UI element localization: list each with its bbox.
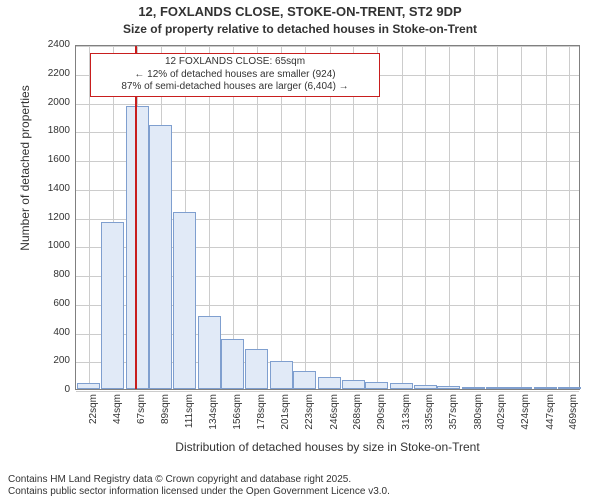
- gridline-h: [76, 46, 579, 47]
- y-axis-label: Number of detached properties: [18, 18, 32, 318]
- y-tick-label: 200: [35, 355, 70, 366]
- histogram-bar: [318, 377, 341, 389]
- x-tick-label: 246sqm: [329, 394, 340, 442]
- x-tick-label: 156sqm: [232, 394, 243, 442]
- histogram-bar: [462, 387, 485, 389]
- x-tick-label: 134sqm: [208, 394, 219, 442]
- footer-line: Contains public sector information licen…: [8, 486, 390, 498]
- y-tick-label: 1000: [35, 240, 70, 251]
- histogram-bar: [342, 380, 365, 389]
- x-tick-label: 201sqm: [280, 394, 291, 442]
- gridline-v: [89, 46, 90, 389]
- x-axis-label: Distribution of detached houses by size …: [75, 440, 580, 454]
- y-tick-label: 600: [35, 298, 70, 309]
- gridline-v: [330, 46, 331, 389]
- gridline-v: [449, 46, 450, 389]
- x-tick-label: 402sqm: [496, 394, 507, 442]
- histogram-bar: [101, 222, 124, 389]
- x-tick-label: 335sqm: [424, 394, 435, 442]
- footer-line: Contains HM Land Registry data © Crown c…: [8, 474, 390, 486]
- y-tick-label: 2400: [35, 39, 70, 50]
- y-tick-label: 1400: [35, 183, 70, 194]
- histogram-bar: [437, 386, 460, 389]
- gridline-v: [257, 46, 258, 389]
- gridline-v: [521, 46, 522, 389]
- x-tick-label: 469sqm: [568, 394, 579, 442]
- x-tick-label: 223sqm: [304, 394, 315, 442]
- chart-container: { "chart": { "type": "histogram", "title…: [0, 0, 600, 500]
- x-tick-label: 357sqm: [448, 394, 459, 442]
- y-tick-label: 1600: [35, 154, 70, 165]
- marker-line: [135, 46, 137, 389]
- histogram-bar: [149, 125, 172, 390]
- gridline-v: [377, 46, 378, 389]
- gridline-h: [76, 391, 579, 392]
- x-tick-label: 424sqm: [520, 394, 531, 442]
- gridline-v: [546, 46, 547, 389]
- histogram-bar: [173, 212, 196, 389]
- y-tick-label: 2000: [35, 97, 70, 108]
- y-tick-label: 1800: [35, 125, 70, 136]
- histogram-bar: [558, 387, 581, 389]
- y-tick-label: 400: [35, 327, 70, 338]
- histogram-bar: [414, 385, 437, 389]
- gridline-h: [76, 104, 579, 105]
- x-tick-label: 111sqm: [184, 394, 195, 442]
- gridline-v: [281, 46, 282, 389]
- gridline-v: [569, 46, 570, 389]
- histogram-bar: [293, 371, 316, 389]
- annotation-box: 12 FOXLANDS CLOSE: 65sqm ← 12% of detach…: [90, 53, 380, 97]
- histogram-bar: [245, 349, 268, 389]
- y-tick-label: 800: [35, 269, 70, 280]
- histogram-bar: [486, 387, 509, 389]
- gridline-v: [353, 46, 354, 389]
- x-tick-label: 380sqm: [473, 394, 484, 442]
- x-tick-label: 44sqm: [112, 394, 123, 442]
- gridline-v: [402, 46, 403, 389]
- histogram-bar: [509, 387, 532, 389]
- annotation-line: ← 12% of detached houses are smaller (92…: [95, 69, 375, 82]
- histogram-bar: [534, 387, 557, 389]
- histogram-bar: [390, 383, 413, 389]
- x-tick-label: 67sqm: [136, 394, 147, 442]
- chart-title: 12, FOXLANDS CLOSE, STOKE-ON-TRENT, ST2 …: [0, 4, 600, 19]
- x-tick-label: 447sqm: [545, 394, 556, 442]
- histogram-bar: [198, 316, 221, 389]
- histogram-bar: [221, 339, 244, 389]
- x-tick-label: 268sqm: [352, 394, 363, 442]
- y-tick-label: 1200: [35, 212, 70, 223]
- x-tick-label: 22sqm: [88, 394, 99, 442]
- x-tick-label: 89sqm: [160, 394, 171, 442]
- x-tick-label: 178sqm: [256, 394, 267, 442]
- histogram-bar: [270, 361, 293, 389]
- annotation-line: 87% of semi-detached houses are larger (…: [95, 81, 375, 94]
- histogram-bar: [365, 382, 388, 389]
- histogram-bar: [77, 383, 100, 389]
- gridline-v: [425, 46, 426, 389]
- footer-attribution: Contains HM Land Registry data © Crown c…: [0, 474, 390, 498]
- gridline-v: [233, 46, 234, 389]
- gridline-v: [474, 46, 475, 389]
- histogram-bar: [126, 106, 149, 389]
- annotation-line: 12 FOXLANDS CLOSE: 65sqm: [95, 56, 375, 69]
- gridline-v: [497, 46, 498, 389]
- x-tick-label: 313sqm: [401, 394, 412, 442]
- chart-subtitle: Size of property relative to detached ho…: [0, 22, 600, 36]
- x-tick-label: 290sqm: [376, 394, 387, 442]
- plot-area: [75, 45, 580, 390]
- y-tick-label: 2200: [35, 68, 70, 79]
- y-tick-label: 0: [35, 384, 70, 395]
- gridline-v: [305, 46, 306, 389]
